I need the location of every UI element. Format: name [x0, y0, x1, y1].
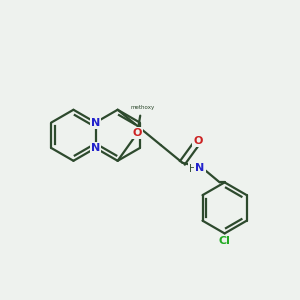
- Text: N: N: [91, 143, 100, 153]
- Text: N: N: [91, 118, 100, 128]
- Text: N: N: [196, 163, 205, 173]
- Text: O: O: [133, 128, 142, 138]
- Text: Cl: Cl: [219, 236, 231, 246]
- Text: methoxy: methoxy: [130, 105, 154, 110]
- Text: O: O: [194, 136, 203, 146]
- Text: H: H: [188, 164, 196, 174]
